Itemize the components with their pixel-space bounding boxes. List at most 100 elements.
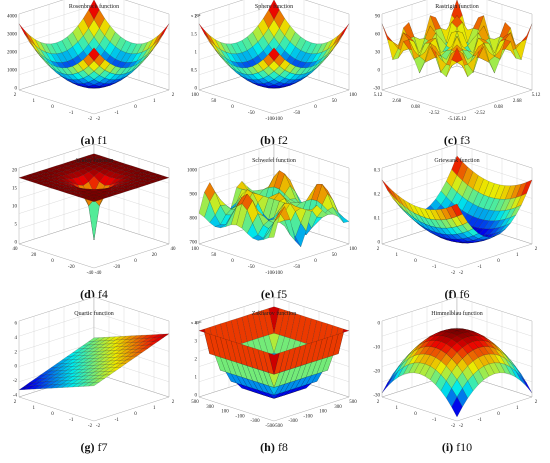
z-tick-label: -10 [373,346,380,351]
surface-mesh [381,155,533,244]
y-tick-label: 0 [134,105,137,110]
panel-f7: Quartic function 6 4 2 0 -2 -4 2 1 0 -1 -2 -2 -1 0 1 2 (g… [5,296,183,459]
z-tick-label: 0 [15,241,18,246]
y-tick-label: 0 [134,412,137,417]
panel-f3: Rastrigin function 90 60 30 0 -30 5.12 2.68 0.08… [368,0,546,152]
panel-f2: Sphere function x 10⁴ 2 1.5 1 0.5 0 100 50 0 -50 -1… [185,0,363,152]
y-tick-label: -500 [273,424,283,429]
y-tick-label: -50 [293,111,300,116]
panel-caption: (c) f3 [368,133,546,147]
y-tick-label: -40 [95,271,102,276]
y-tick-label: 1 [153,406,156,411]
y-tick-label: 2 [535,400,538,405]
caption-letter: (h) [260,440,275,454]
x-tick-label: -300 [250,419,260,424]
y-tick-label: -100 [273,271,283,276]
z-tick-label: 5 [15,223,18,228]
x-tick-label: 2 [14,400,17,405]
x-tick-label: -100 [265,271,275,276]
z-tick-label: -20 [373,370,380,375]
x-tick-label: 2 [14,93,17,98]
x-tick-label: 0 [414,259,417,264]
caption-function-name: f6 [456,287,470,301]
z-tick-label: 1 [195,376,198,381]
y-tick-label: 300 [334,405,342,410]
x-tick-label: -2 [451,424,456,429]
z-tick-label: 4 [15,336,18,341]
y-tick-label: -20 [113,265,120,270]
x-tick-label: 1 [396,253,399,258]
y-tick-label: 2 [172,400,175,405]
z-tick-label: -2 [13,379,18,384]
y-tick-label: 20 [152,253,158,258]
x-tick-label: 0 [231,259,234,264]
plot-title: Griewank function [434,157,479,164]
surface-mesh [198,0,350,89]
panel-caption: (a) f1 [5,133,183,147]
y-tick-label: 1 [516,406,519,411]
caption-letter: (b) [260,133,275,147]
y-tick-label: 2 [535,247,538,252]
z-tick-label: -30 [373,394,380,399]
caption-function-name: f3 [457,133,471,147]
z-tick-label: 60 [375,33,381,38]
x-tick-label: 40 [13,247,19,252]
x-tick-label: -1 [69,111,74,116]
caption-function-name: f2 [274,133,288,147]
x-tick-label: -50 [248,265,255,270]
x-tick-label: 100 [191,247,199,252]
caption-function-name: f1 [94,133,108,147]
y-tick-label: -300 [288,419,298,424]
x-tick-label: 0 [51,412,54,417]
z-tick-label: 2 [195,15,198,20]
surface-plot-f3: Rastrigin function9060300-305.122.680.08… [373,0,541,122]
y-tick-label: -1 [115,111,120,116]
z-tick-label: 20 [12,169,18,174]
y-tick-label: 40 [171,247,177,252]
caption-function-name: f5 [274,287,288,301]
z-tick-label: 6 [15,322,18,327]
y-tick-label: 0 [497,259,500,264]
surface-mesh [18,333,170,391]
z-tick-label: 0 [378,322,381,327]
y-tick-label: -50 [293,265,300,270]
x-tick-label: 300 [206,405,214,410]
x-tick-label: 500 [191,400,199,405]
panel-caption: (e) f5 [185,287,363,301]
y-tick-label: 1 [153,99,156,104]
z-tick-label: 4000 [7,15,18,20]
z-tick-label: 1 [195,51,198,56]
z-tick-label: 0.3 [374,169,381,174]
plot-title: Schwefel function [252,157,296,164]
x-tick-label: -500 [265,424,275,429]
caption-letter: (i) [441,440,454,454]
x-tick-label: 0 [414,412,417,417]
y-tick-label: 2.68 [513,99,522,104]
x-tick-label: -1 [69,418,74,423]
y-tick-label: 0.08 [494,105,503,110]
y-tick-label: -5.12 [456,117,467,122]
caption-function-name: f7 [94,440,108,454]
z-tick-label: 10 [12,205,18,210]
panel-caption: (b) f2 [185,133,363,147]
z-tick-label: 3 [195,340,198,345]
x-tick-label: -2 [88,117,93,122]
y-tick-label: -100 [303,414,313,419]
plot-title: Sphere function [255,3,293,10]
y-tick-label: -2.52 [475,111,486,116]
surface-plot-f5: Schwefel function1000900800700100500-50-… [187,143,357,276]
y-tick-label: -100 [273,117,283,122]
x-tick-label: -2 [88,424,93,429]
y-tick-label: 100 [349,93,357,98]
surface-mesh [381,328,533,418]
plot-title: Quartic function [74,310,114,317]
panel-caption: (d) f4 [5,287,183,301]
panel-f6: Griewank function 0.3 0.2 0.1 0 2 1 0 -1 -2 -2 -1 0 1… [368,143,546,306]
x-tick-label: -20 [68,265,75,270]
caption-letter: (f) [444,287,457,301]
z-tick-label: 0 [15,365,18,370]
